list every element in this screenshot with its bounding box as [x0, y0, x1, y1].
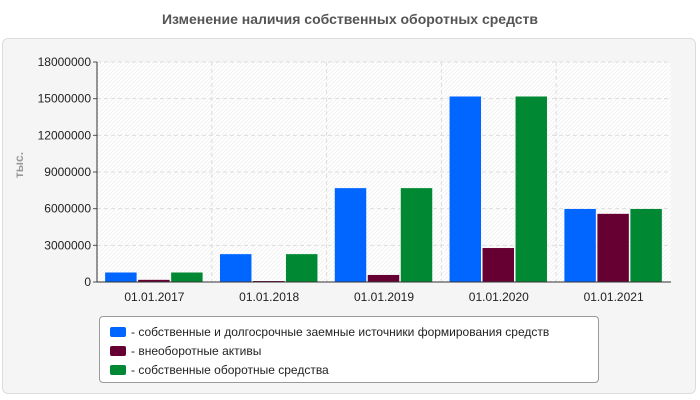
- x-tick-label: 01.01.2019: [354, 290, 414, 304]
- x-tick-label: 01.01.2017: [124, 290, 184, 304]
- y-tick-label: 0: [84, 275, 91, 289]
- y-tick-label: 18000000: [38, 55, 92, 69]
- bar-2-01.01.2019[interactable]: [367, 274, 400, 283]
- bar-1-01.01.2019[interactable]: [334, 187, 367, 283]
- bar-3-01.01.2020[interactable]: [515, 95, 548, 283]
- legend-label-working-capital: - собственные оборотные средства: [131, 362, 329, 377]
- legend-label-noncurrent-assets: - внеоборотные активы: [131, 343, 262, 358]
- legend-swatch-working-capital: [110, 364, 126, 375]
- bar-3-01.01.2017[interactable]: [170, 271, 204, 283]
- legend-swatch-sources: [110, 326, 126, 337]
- chart-title: Изменение наличия собственных оборотных …: [161, 11, 539, 27]
- legend-item-sources[interactable]: - собственные и долгосрочные заемные ист…: [110, 322, 598, 341]
- legend-item-noncurrent-assets[interactable]: - внеоборотные активы: [110, 341, 598, 360]
- y-tick-label: 3000000: [44, 238, 91, 252]
- legend-swatch-noncurrent-assets: [110, 345, 126, 356]
- y-axis-label: тыс.: [12, 152, 26, 178]
- legend-label-sources: - собственные и долгосрочные заемные ист…: [131, 324, 550, 339]
- bar-1-01.01.2021[interactable]: [563, 208, 597, 283]
- bar-3-01.01.2021[interactable]: [629, 208, 663, 283]
- y-tick-label: 15000000: [38, 92, 92, 106]
- legend: - собственные и долгосрочные заемные ист…: [99, 316, 599, 383]
- bar-1-01.01.2020[interactable]: [449, 95, 482, 283]
- bar-3-01.01.2018[interactable]: [285, 253, 318, 283]
- x-tick-label: 01.01.2018: [239, 290, 299, 304]
- y-tick-label: 12000000: [38, 128, 92, 142]
- bar-3-01.01.2019[interactable]: [400, 187, 433, 283]
- legend-item-working-capital[interactable]: - собственные оборотные средства: [110, 360, 598, 379]
- x-tick-label: 01.01.2021: [584, 290, 644, 304]
- y-tick-label: 9000000: [44, 165, 91, 179]
- y-tick-label: 6000000: [44, 202, 91, 216]
- bar-1-01.01.2018[interactable]: [219, 253, 252, 283]
- x-tick-label: 01.01.2020: [469, 290, 529, 304]
- bar-2-01.01.2020[interactable]: [482, 247, 515, 283]
- bar-2-01.01.2021[interactable]: [596, 213, 630, 283]
- bar-1-01.01.2017[interactable]: [104, 271, 138, 283]
